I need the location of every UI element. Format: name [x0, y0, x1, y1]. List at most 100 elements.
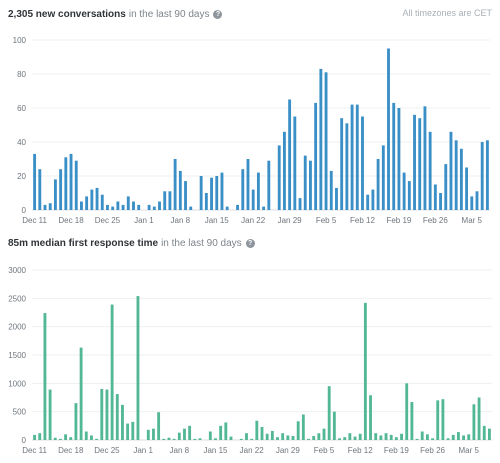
bar[interactable] — [394, 437, 398, 440]
bar[interactable] — [307, 438, 310, 440]
bar[interactable] — [146, 429, 150, 440]
bar[interactable] — [106, 204, 109, 210]
bar[interactable] — [199, 176, 203, 210]
bar[interactable] — [163, 191, 167, 210]
bar[interactable] — [100, 194, 104, 210]
bar[interactable] — [115, 394, 119, 440]
bar[interactable] — [397, 108, 401, 210]
bar[interactable] — [137, 204, 141, 210]
bar[interactable] — [335, 187, 338, 210]
bar[interactable] — [64, 434, 68, 440]
bar[interactable] — [188, 425, 192, 440]
bar[interactable] — [33, 434, 37, 440]
bar[interactable] — [172, 438, 176, 440]
bar[interactable] — [353, 436, 357, 440]
bar[interactable] — [350, 104, 354, 210]
bar[interactable] — [121, 404, 124, 440]
bar[interactable] — [425, 434, 429, 440]
bar[interactable] — [85, 196, 89, 210]
bar[interactable] — [296, 421, 300, 440]
bar[interactable] — [371, 189, 375, 210]
bar[interactable] — [431, 438, 434, 440]
bar[interactable] — [449, 131, 453, 210]
bar[interactable] — [485, 140, 489, 210]
bar[interactable] — [236, 204, 240, 210]
bar[interactable] — [312, 436, 316, 440]
bar[interactable] — [436, 400, 440, 440]
bar[interactable] — [152, 206, 156, 210]
bar[interactable] — [210, 177, 213, 210]
bar[interactable] — [454, 140, 458, 210]
bar[interactable] — [152, 428, 155, 440]
bar[interactable] — [260, 426, 264, 440]
bar[interactable] — [250, 438, 254, 440]
bar[interactable] — [277, 145, 281, 210]
bar[interactable] — [381, 145, 385, 210]
bar[interactable] — [183, 428, 186, 440]
bar[interactable] — [392, 102, 396, 210]
bar[interactable] — [121, 204, 125, 210]
bar[interactable] — [286, 435, 290, 440]
bar[interactable] — [319, 68, 323, 211]
bar[interactable] — [224, 422, 228, 440]
bar[interactable] — [245, 433, 248, 440]
bar[interactable] — [314, 102, 318, 210]
bar[interactable] — [355, 104, 359, 210]
bar[interactable] — [420, 431, 424, 441]
bar[interactable] — [332, 411, 336, 440]
bar[interactable] — [309, 160, 312, 210]
bar[interactable] — [167, 437, 171, 440]
bar[interactable] — [303, 155, 307, 210]
bar[interactable] — [90, 435, 93, 440]
bar[interactable] — [256, 172, 260, 210]
bar[interactable] — [410, 402, 414, 440]
bar[interactable] — [220, 172, 224, 210]
bar[interactable] — [475, 191, 479, 210]
bar[interactable] — [136, 296, 140, 440]
bar[interactable] — [80, 201, 83, 211]
bar[interactable] — [95, 187, 99, 210]
bar[interactable] — [219, 425, 223, 440]
bar[interactable] — [348, 433, 352, 440]
bar[interactable] — [374, 433, 378, 440]
bar[interactable] — [361, 116, 364, 211]
bar[interactable] — [95, 438, 99, 440]
bar[interactable] — [214, 438, 217, 440]
bar[interactable] — [470, 196, 474, 210]
bar[interactable] — [251, 189, 255, 210]
bar[interactable] — [327, 386, 331, 440]
bar[interactable] — [131, 421, 135, 440]
bar[interactable] — [43, 204, 47, 210]
bar[interactable] — [288, 99, 292, 211]
bar[interactable] — [239, 438, 243, 440]
bar[interactable] — [147, 204, 151, 210]
bar[interactable] — [389, 434, 393, 440]
bar[interactable] — [158, 201, 161, 211]
bar[interactable] — [208, 431, 212, 441]
bar[interactable] — [189, 206, 193, 210]
bar[interactable] — [178, 170, 182, 210]
bar[interactable] — [317, 433, 321, 440]
bar[interactable] — [376, 159, 380, 210]
bar[interactable] — [384, 433, 388, 440]
bar[interactable] — [168, 191, 172, 210]
bar[interactable] — [276, 437, 279, 440]
bar[interactable] — [225, 206, 229, 210]
bar[interactable] — [366, 194, 370, 210]
bar[interactable] — [59, 438, 62, 440]
bar[interactable] — [415, 438, 419, 440]
bar[interactable] — [407, 181, 411, 210]
question-circle-icon[interactable]: ? — [213, 9, 223, 19]
bar[interactable] — [53, 179, 57, 210]
bar[interactable] — [265, 433, 269, 440]
bar[interactable] — [282, 131, 286, 210]
bar[interactable] — [387, 48, 390, 211]
bar[interactable] — [173, 159, 177, 210]
bar[interactable] — [126, 423, 130, 440]
bar[interactable] — [110, 304, 114, 440]
bar[interactable] — [444, 164, 448, 210]
bar[interactable] — [340, 118, 344, 210]
bar[interactable] — [69, 153, 73, 210]
bar[interactable] — [59, 169, 63, 210]
bar[interactable] — [33, 153, 37, 210]
